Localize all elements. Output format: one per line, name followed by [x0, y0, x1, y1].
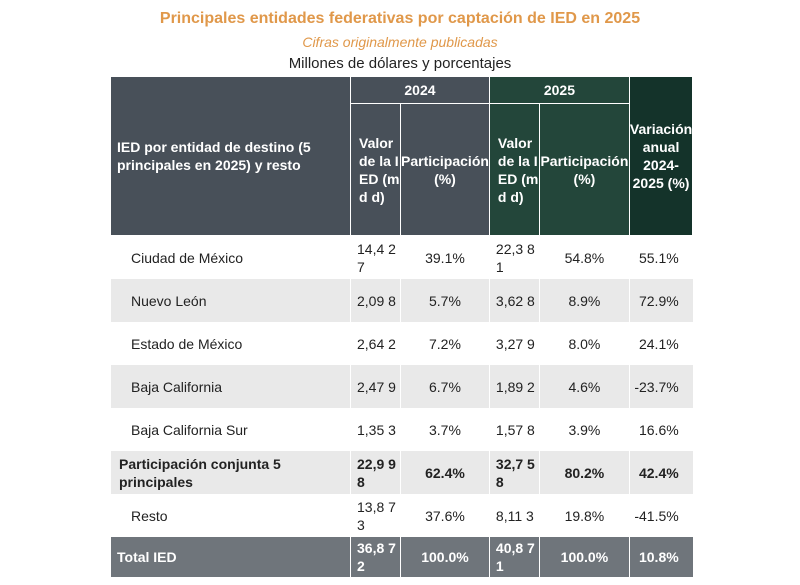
row-entity: Baja California Sur: [110, 408, 351, 451]
header-share-2025: Participación (%): [538, 103, 630, 236]
row-value-2024: 22,9 98: [350, 451, 401, 494]
row-value-2024: 14,4 27: [350, 235, 401, 279]
row-variation: 10.8%: [628, 537, 693, 577]
header-entity: IED por entidad de destino (5 principale…: [110, 76, 351, 236]
row-value-2025: 3,62 8: [488, 279, 540, 322]
table-row-subtotal: Participación conjunta 5 principales 22,…: [110, 451, 693, 494]
fdi-table: IED por entidad de destino (5 principale…: [110, 76, 694, 577]
row-variation: 16.6%: [628, 408, 693, 451]
table-row-total: Total IED 36,8 72 100.0% 40,8 71 100.0% …: [110, 537, 693, 577]
row-entity: Nuevo León: [110, 279, 351, 322]
row-share-2024: 39.1%: [400, 235, 490, 279]
report-subtitle: Cifras originalmente publicadas: [302, 34, 498, 50]
row-entity: Estado de México: [110, 322, 351, 365]
row-value-2025: 32,7 58: [488, 451, 540, 494]
table-row: Baja California Sur 1,35 3 3.7% 1,57 8 3…: [110, 408, 693, 451]
header-year-2024: 2024: [350, 76, 490, 104]
table-row: Baja California 2,47 9 6.7% 1,89 2 4.6% …: [110, 365, 693, 408]
row-share-2024: 37.6%: [400, 494, 490, 537]
table-row: Estado de México 2,64 2 7.2% 3,27 9 8.0%…: [110, 322, 693, 365]
row-variation: 42.4%: [628, 451, 693, 494]
row-share-2025: 8.9%: [538, 279, 630, 322]
row-variation: 55.1%: [628, 235, 693, 279]
row-entity: Resto: [110, 494, 351, 537]
row-variation: 24.1%: [628, 322, 693, 365]
row-value-2024: 1,35 3: [350, 408, 401, 451]
row-share-2024: 3.7%: [400, 408, 490, 451]
row-value-2024: 13,8 73: [350, 494, 401, 537]
row-value-2024: 2,09 8: [350, 279, 401, 322]
row-entity: Ciudad de México: [110, 235, 351, 279]
row-variation: -23.7%: [628, 365, 693, 408]
table-row: Resto 13,8 73 37.6% 8,11 3 19.8% -41.5%: [110, 494, 693, 537]
row-share-2025: 8.0%: [538, 322, 630, 365]
row-variation: -41.5%: [628, 494, 693, 537]
row-entity: Total IED: [110, 537, 351, 577]
header-annual-variation: Variación anual 2024-2025 (%): [628, 76, 694, 236]
row-share-2025: 19.8%: [538, 494, 630, 537]
table-row: Nuevo León 2,09 8 5.7% 3,62 8 8.9% 72.9%: [110, 279, 693, 322]
table-row: Ciudad de México 14,4 27 39.1% 22,3 81 5…: [110, 235, 693, 279]
row-value-2025: 3,27 9: [488, 322, 540, 365]
row-entity: Baja California: [110, 365, 351, 408]
header-share-2024: Participación (%): [400, 103, 490, 236]
row-share-2024: 100.0%: [400, 537, 490, 577]
units-note: Millones de dólares y porcentajes: [288, 55, 512, 72]
row-share-2024: 62.4%: [400, 451, 490, 494]
row-value-2024: 36,8 72: [350, 537, 401, 577]
report-title: Principales entidades federativas por ca…: [159, 10, 641, 27]
header-value-2024: Valor de la IED (md d): [350, 103, 401, 236]
row-share-2025: 3.9%: [538, 408, 630, 451]
row-value-2024: 2,64 2: [350, 322, 401, 365]
header-year-2025: 2025: [488, 76, 630, 104]
row-entity: Participación conjunta 5 principales: [110, 451, 351, 494]
row-variation: 72.9%: [628, 279, 693, 322]
row-value-2025: 1,57 8: [488, 408, 540, 451]
header-value-2025: Valor de la IED (md d): [488, 103, 540, 236]
row-value-2024: 2,47 9: [350, 365, 401, 408]
row-value-2025: 40,8 71: [488, 537, 540, 577]
row-share-2024: 7.2%: [400, 322, 490, 365]
row-share-2024: 6.7%: [400, 365, 490, 408]
row-share-2025: 80.2%: [538, 451, 630, 494]
row-share-2025: 100.0%: [538, 537, 630, 577]
row-share-2025: 4.6%: [538, 365, 630, 408]
row-value-2025: 1,89 2: [488, 365, 540, 408]
row-value-2025: 8,11 3: [488, 494, 540, 537]
row-share-2025: 54.8%: [538, 235, 630, 279]
row-value-2025: 22,3 81: [488, 235, 540, 279]
row-share-2024: 5.7%: [400, 279, 490, 322]
